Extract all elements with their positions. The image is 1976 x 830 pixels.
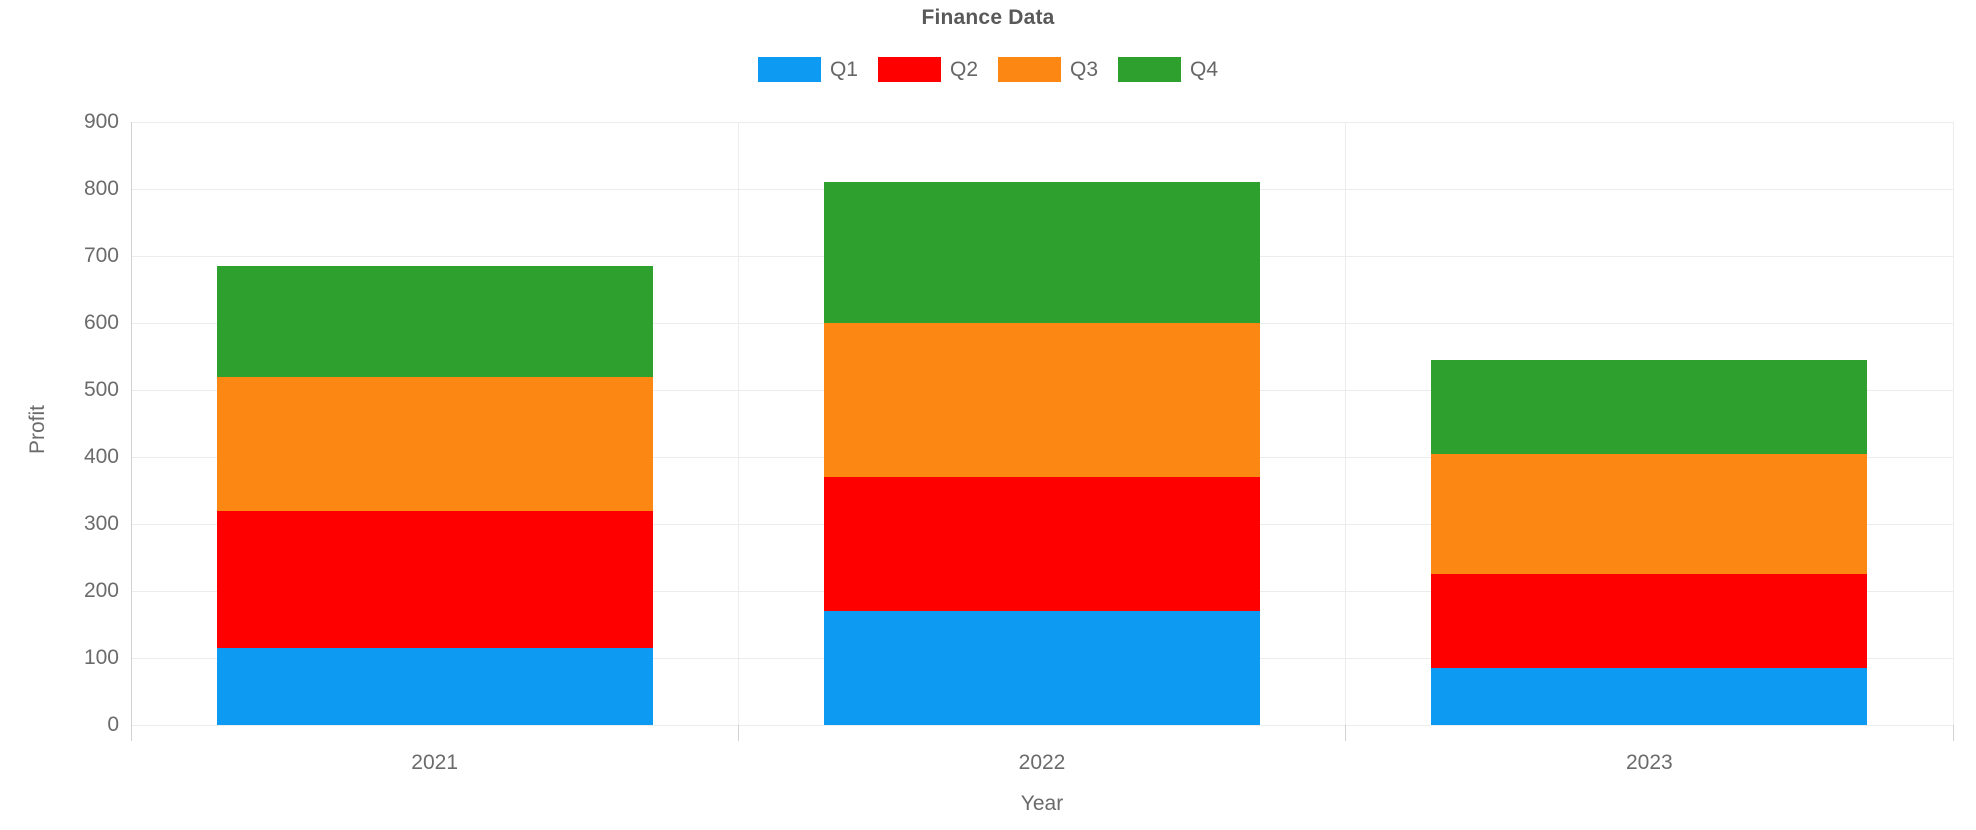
- bar-segment-2022-Q4[interactable]: [824, 182, 1260, 323]
- y-tick-label: 800: [83, 177, 119, 200]
- legend-swatch-Q3: [998, 57, 1061, 82]
- bar-segment-2021-Q4[interactable]: [216, 266, 653, 377]
- legend-label: Q3: [1070, 57, 1099, 81]
- legend-item-Q4[interactable]: Q4: [1118, 57, 1218, 82]
- x-tick-label: 2021: [411, 751, 459, 774]
- y-gridline: [131, 121, 1953, 123]
- legend-swatch-Q1: [757, 57, 821, 82]
- bar-segment-2022-Q3[interactable]: [824, 323, 1260, 478]
- x-axis-tick: [737, 725, 739, 741]
- legend-swatch-Q2: [877, 57, 941, 82]
- legend-item-Q2[interactable]: Q2: [877, 57, 978, 82]
- y-tick-label: 600: [83, 311, 119, 334]
- y-tick-label: 300: [83, 512, 119, 535]
- bar-segment-2023-Q1[interactable]: [1431, 668, 1868, 725]
- y-tick-label: 100: [83, 646, 119, 669]
- legend-item-Q3[interactable]: Q3: [998, 57, 1098, 82]
- y-tick-label: 900: [83, 110, 119, 133]
- x-gridline: [737, 122, 739, 725]
- x-tick-label: 2023: [1625, 751, 1673, 774]
- y-tick-label: 0: [107, 713, 119, 736]
- y-tick-label: 500: [83, 378, 119, 401]
- bar-segment-2023-Q2[interactable]: [1431, 574, 1868, 669]
- y-gridline: [131, 724, 1953, 726]
- y-tick-label: 200: [83, 579, 119, 602]
- legend-label: Q4: [1190, 57, 1219, 81]
- bar-segment-2023-Q3[interactable]: [1431, 453, 1868, 575]
- bar-segment-2022-Q2[interactable]: [824, 477, 1260, 612]
- x-tick-label: 2022: [1018, 751, 1066, 774]
- y-tick-label: 700: [83, 244, 119, 267]
- bar-segment-2021-Q1[interactable]: [216, 647, 653, 725]
- x-gridline: [1345, 122, 1347, 725]
- y-tick-label: 400: [83, 445, 119, 468]
- legend-label: Q2: [949, 57, 978, 81]
- legend-swatch-Q4: [1118, 57, 1182, 82]
- legend-label: Q1: [829, 57, 858, 81]
- x-gridline: [1952, 122, 1954, 725]
- x-axis-tick: [1952, 725, 1954, 741]
- bar-segment-2021-Q3[interactable]: [216, 376, 653, 511]
- legend-item-Q1[interactable]: Q1: [757, 57, 858, 82]
- chart-title: Finance Data: [921, 6, 1055, 29]
- y-axis-title: Profit: [26, 404, 49, 454]
- bar-segment-2021-Q2[interactable]: [216, 510, 653, 648]
- x-axis-tick: [1345, 725, 1347, 741]
- y-axis-line: [130, 122, 132, 741]
- x-axis-title: Year: [1020, 792, 1064, 815]
- bar-segment-2023-Q4[interactable]: [1431, 359, 1868, 454]
- bar-segment-2022-Q1[interactable]: [824, 611, 1260, 725]
- chart-legend: Q1 Q2 Q3 Q4: [0, 57, 1976, 82]
